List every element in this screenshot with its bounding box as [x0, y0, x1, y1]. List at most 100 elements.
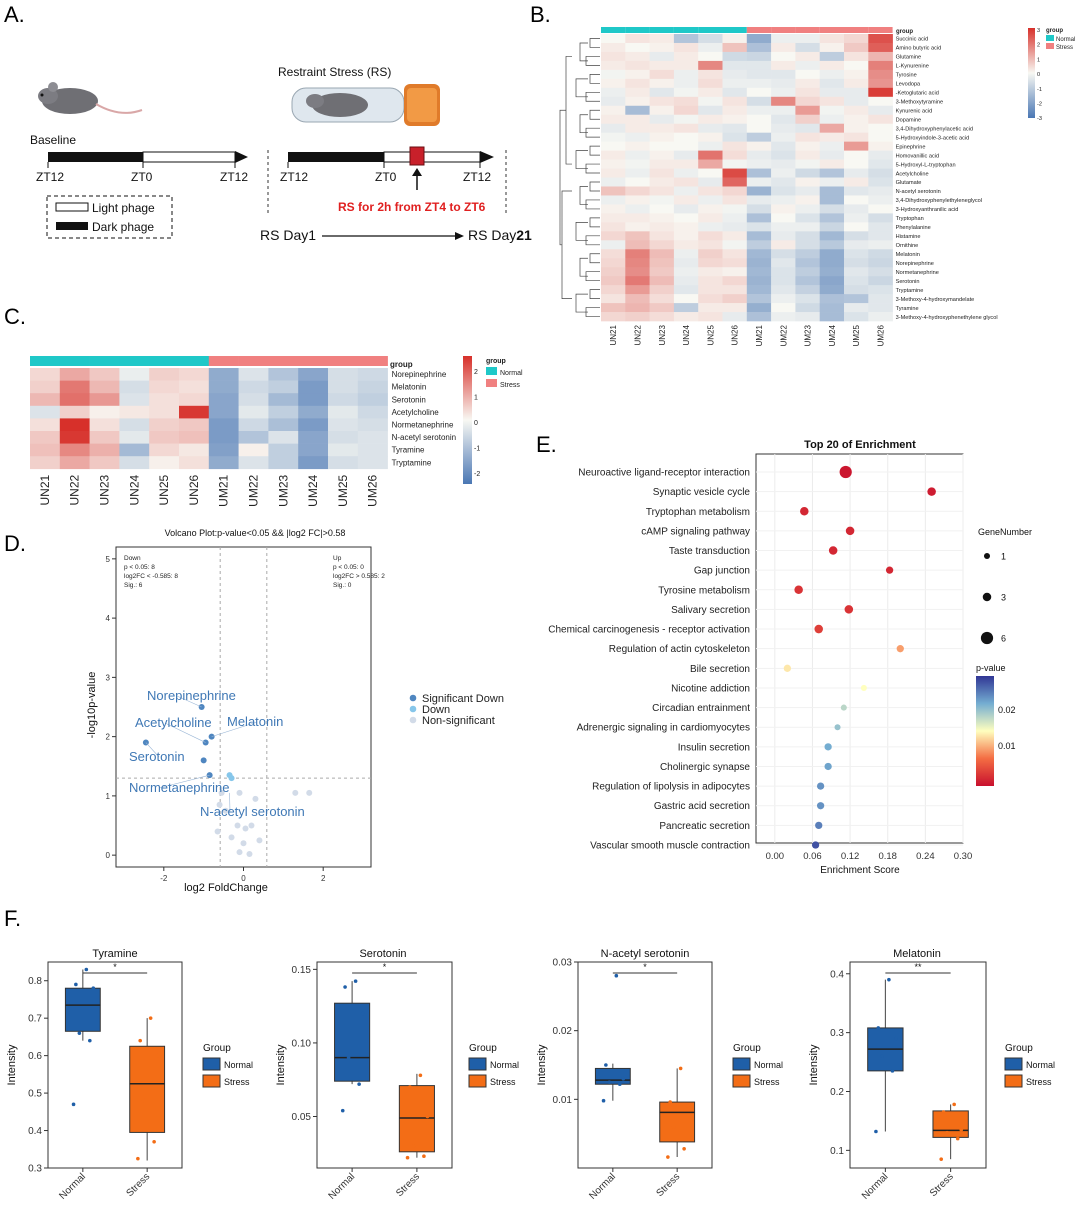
- heatmap-b-cell: [795, 213, 820, 223]
- heatmap-b-row-label: 3-Methoxy-4-hydroxymandelate: [896, 297, 975, 303]
- boxplot-title: Tyramine: [92, 948, 137, 960]
- heatmap-b-cell: [722, 51, 748, 62]
- heatmap-c-cell: [179, 368, 210, 381]
- boxplot-point: [668, 1100, 672, 1104]
- heatmap-b-cell: [844, 267, 869, 277]
- volcano-y-tick: 1: [106, 792, 111, 801]
- heatmap-b-row-label: Amino butyric acid: [896, 46, 942, 52]
- panel-label-d: D.: [4, 531, 26, 556]
- heatmap-b-cell: [673, 114, 699, 124]
- heatmap-b-cell: [795, 168, 820, 178]
- boxplot-box: [932, 1110, 969, 1138]
- enrichment-term-label: Pancreatic secretion: [659, 821, 750, 832]
- heatmap-b-cell: [673, 195, 699, 205]
- heatmap-b-cell: [771, 159, 796, 169]
- volcano-point-label: N-acetyl serotonin: [200, 804, 305, 819]
- volcano-point: [292, 789, 299, 796]
- volcano-x-tick: 2: [321, 874, 326, 883]
- panel-label-f: F.: [4, 906, 21, 931]
- heatmap-b-cell: [601, 34, 626, 44]
- heatmap-b-row-label: 3,4-Dihydroxyphenylethyleneglycol: [896, 198, 982, 204]
- boxplot-point: [618, 1082, 622, 1087]
- boxplot-y-tick: 0.15: [292, 965, 312, 976]
- heatmap-b-cell: [722, 303, 748, 313]
- enrichment-x-tick: 0.06: [803, 851, 822, 862]
- heatmap-b-cell: [795, 34, 820, 44]
- heatmap-b-cell: [722, 42, 748, 53]
- boxplot-title: Serotonin: [359, 948, 406, 960]
- heatmap-b-cell: [625, 285, 650, 295]
- heatmap-b-cell: [746, 87, 772, 98]
- heatmap-b-cell: [673, 267, 699, 277]
- boxplot-point: [685, 1104, 690, 1108]
- heatmap-b-cell: [673, 285, 699, 295]
- heatmap-c-cell: [238, 393, 269, 407]
- boxplot-legend-stress-swatch: [732, 1074, 751, 1088]
- heatmap-b-cell: [795, 222, 820, 232]
- heatmap-b-col-label: UM23: [804, 324, 813, 346]
- heatmap-b-cell: [698, 105, 723, 116]
- heatmap-b-cell: [649, 105, 675, 116]
- heatmap-b-cell: [625, 96, 650, 107]
- heatmap-b-cell: [722, 267, 748, 277]
- heatmap-c-cell: [89, 393, 120, 407]
- heatmap-b-cell: [673, 141, 699, 151]
- heatmap-b-cell: [795, 78, 820, 89]
- heatmap-c-cell: [268, 418, 299, 432]
- heatmap-b-cell: [673, 213, 699, 223]
- heatmap-b-cell: [673, 60, 699, 71]
- gene-number-legend: 1 3 6: [980, 552, 1006, 645]
- heatmap-b-cell: [868, 123, 893, 133]
- heatmap-c-row-label: Tryptamine: [392, 458, 432, 467]
- boxplot-point: [155, 1053, 160, 1058]
- enrichment-dot: [840, 704, 847, 711]
- heatmap-b-cell: [649, 195, 675, 205]
- heatmap-b-cell: [746, 276, 772, 286]
- heatmap-b-col-label: UN26: [731, 324, 740, 345]
- heatmap-b-cell: [868, 78, 893, 89]
- heatmap-c-cell: [357, 431, 388, 444]
- heatmap-b-cell: [746, 231, 772, 241]
- boxplot-point: [959, 1127, 964, 1132]
- baseline-tick-1: ZT12: [36, 170, 64, 184]
- heatmap-b-cell: [819, 195, 845, 205]
- boxplot-point: [152, 1139, 156, 1144]
- heatmap-b-group-cell: [722, 27, 747, 33]
- heatmap-c-cell: [268, 368, 299, 381]
- boxplot-point: [894, 1036, 898, 1041]
- heatmap-c-cell: [119, 380, 150, 394]
- heatmap-c-cell: [89, 418, 120, 432]
- heatmap-b-cell: [746, 213, 772, 223]
- heatmap-b-cell: [649, 285, 675, 295]
- boxplot-point: [601, 1098, 606, 1103]
- heatmap-b-col-label: UM26: [876, 324, 885, 346]
- heatmap-c-col-label: UM25: [336, 474, 350, 506]
- boxplot-point: [671, 1125, 676, 1129]
- heatmap-c-row-label: Acetylcholine: [392, 408, 440, 417]
- heatmap-b-cell: [722, 294, 748, 304]
- heatmap-b-cell: [722, 222, 748, 232]
- rs-note: RS for 2h from ZT4 to ZT6: [338, 200, 486, 214]
- heatmap-b-cell: [625, 60, 650, 71]
- heatmap-b-cell: [649, 51, 675, 62]
- boxplot-box: [129, 1045, 166, 1133]
- heatmap-b-cell: [819, 186, 845, 196]
- heatmap-b-cell: [601, 78, 626, 89]
- heatmap-b-cell: [844, 312, 869, 322]
- boxplot-point: [88, 1038, 92, 1043]
- enrichment-term-label: Regulation of actin cytoskeleton: [609, 644, 750, 655]
- heatmap-b-cell: [698, 267, 723, 277]
- heatmap-b-cell: [795, 123, 820, 133]
- heatmap-b-cell: [746, 258, 772, 268]
- heatmap-c-col-label: UN23: [98, 474, 112, 505]
- heatmap-b-cell: [722, 186, 748, 196]
- heatmap-b-cell: [795, 105, 820, 116]
- baseline-tick-3: ZT12: [220, 170, 248, 184]
- boxplot-point: [346, 1055, 351, 1060]
- heatmap-c-group-cell: [208, 356, 239, 366]
- heatmap-b-legend-stress-swatch: [1046, 43, 1054, 49]
- heatmap-c-row-label: Tyramine: [392, 446, 425, 455]
- boxplot-point: [84, 967, 89, 972]
- heatmap-b: UN21 UN22 UN23 UN24 UN25 UN26 UM21 UM22 UM23 UM24…: [601, 27, 998, 346]
- boxplot-x-tick: Stress: [124, 1171, 152, 1199]
